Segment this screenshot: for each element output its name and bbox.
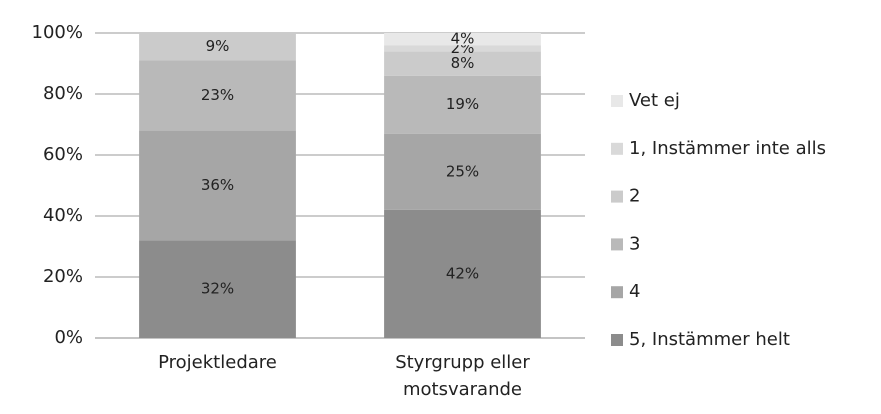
data-label: 25% bbox=[446, 162, 479, 180]
legend-swatch bbox=[611, 95, 623, 107]
data-label: 36% bbox=[201, 176, 234, 194]
bar-segment bbox=[139, 60, 296, 131]
data-label: 42% bbox=[446, 264, 479, 282]
y-tick-label: 20% bbox=[43, 266, 83, 287]
data-label: 4% bbox=[451, 30, 475, 48]
y-tick-label: 40% bbox=[43, 205, 83, 226]
bar-segment bbox=[384, 33, 541, 46]
x-tick-label: Styrgrupp eller motsvarande bbox=[395, 352, 530, 400]
legend-label: Vet ej bbox=[629, 90, 680, 111]
legend-label: 4 bbox=[629, 281, 640, 302]
legend-swatch bbox=[611, 190, 623, 203]
x-tick-label: Projektledare bbox=[158, 352, 277, 373]
bar-segment bbox=[384, 75, 541, 134]
y-tick-label: 80% bbox=[43, 83, 83, 104]
legend-swatch bbox=[611, 142, 623, 155]
legend-label: 2 bbox=[629, 186, 640, 207]
legend-label: 5, Instämmer helt bbox=[629, 329, 790, 350]
legend-label: 1, Instämmer inte alls bbox=[629, 138, 826, 159]
legend-label: 3 bbox=[629, 233, 640, 254]
bar-segment bbox=[139, 130, 296, 241]
bar-segment bbox=[139, 33, 296, 61]
legend-swatch bbox=[611, 334, 623, 346]
legend-swatch bbox=[611, 286, 623, 299]
legend-swatch bbox=[611, 238, 623, 251]
data-label: 8% bbox=[451, 54, 475, 72]
bar-segment bbox=[384, 51, 541, 76]
y-tick-label: 100% bbox=[32, 22, 83, 43]
data-label: 9% bbox=[206, 37, 230, 55]
data-label: 32% bbox=[201, 280, 234, 298]
bar-segment bbox=[384, 45, 541, 52]
y-tick-label: 60% bbox=[43, 144, 83, 165]
bar-segment bbox=[139, 240, 296, 338]
data-label: 23% bbox=[201, 86, 234, 104]
bar-segment bbox=[384, 209, 541, 338]
data-label: 19% bbox=[446, 95, 479, 113]
y-tick-label: 0% bbox=[54, 327, 83, 348]
bar-segment bbox=[384, 133, 541, 210]
